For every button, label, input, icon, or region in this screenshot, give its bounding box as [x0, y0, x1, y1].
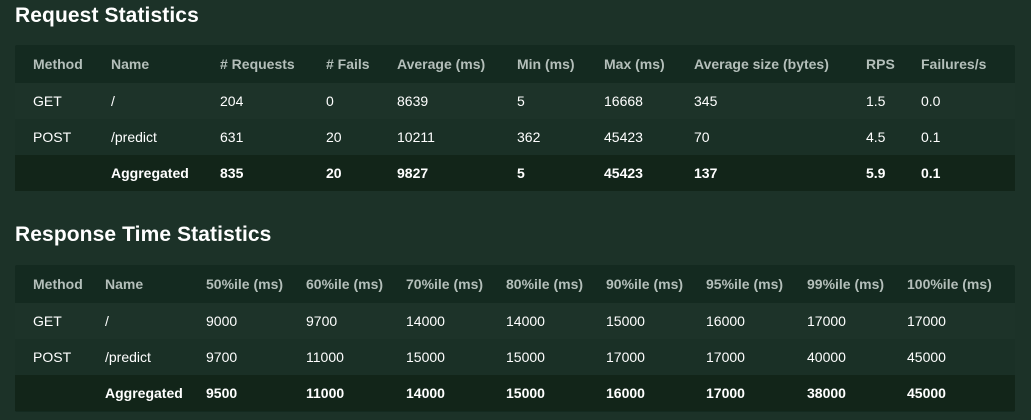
cell-p95: 17000 — [706, 385, 745, 401]
cell-name: Aggregated — [111, 165, 189, 181]
cell-name: /predict — [111, 129, 157, 145]
cell-failures-per-second: 0.1 — [921, 165, 941, 181]
table-row: GET / 204 0 8639 5 16668 345 1.5 0.0 — [15, 83, 1015, 119]
table-row: POST /predict 631 20 10211 362 45423 70 … — [15, 119, 1015, 155]
column-header-average-size[interactable]: Average size (bytes) — [694, 56, 829, 72]
request-statistics-table: Method Name # Requests # Fails Average (… — [15, 45, 1015, 191]
cell-name: / — [111, 93, 115, 109]
aggregated-row: Aggregated 9500 11000 14000 15000 16000 … — [15, 375, 1015, 411]
cell-rps: 5.9 — [866, 165, 886, 181]
column-header-fails[interactable]: # Fails — [326, 56, 370, 72]
cell-fails: 20 — [326, 165, 342, 181]
cell-method — [15, 375, 105, 411]
cell-method — [15, 155, 111, 191]
cell-p50: 9500 — [206, 385, 238, 401]
cell-name: /predict — [105, 349, 151, 365]
cell-p70: 14000 — [406, 313, 445, 329]
column-header-p100[interactable]: 100%ile (ms) — [907, 276, 992, 292]
cell-fails: 20 — [326, 129, 342, 145]
cell-method: POST — [33, 349, 72, 365]
column-header-max[interactable]: Max (ms) — [604, 56, 665, 72]
cell-failures-per-second: 0.1 — [921, 129, 941, 145]
cell-max: 45423 — [604, 129, 643, 145]
cell-method: GET — [33, 313, 62, 329]
cell-p80: 15000 — [506, 349, 545, 365]
cell-p90: 15000 — [606, 313, 645, 329]
column-header-name[interactable]: Name — [105, 276, 144, 292]
table-row: POST /predict 9700 11000 15000 15000 170… — [15, 339, 1015, 375]
response-time-statistics-table-container: Method Name 50%ile (ms) 60%ile (ms) 70%i… — [15, 265, 1015, 412]
cell-requests: 631 — [220, 129, 244, 145]
cell-fails: 0 — [326, 93, 334, 109]
cell-method: POST — [33, 129, 72, 145]
header-row: Method Name 50%ile (ms) 60%ile (ms) 70%i… — [15, 265, 1015, 303]
cell-min: 362 — [517, 129, 541, 145]
cell-p60: 9700 — [306, 313, 338, 329]
column-header-p95[interactable]: 95%ile (ms) — [706, 276, 784, 292]
cell-min: 5 — [517, 93, 525, 109]
column-header-rps[interactable]: RPS — [866, 56, 895, 72]
cell-average: 9827 — [397, 165, 429, 181]
cell-max: 16668 — [604, 93, 643, 109]
cell-p99: 38000 — [807, 385, 846, 401]
cell-p100: 17000 — [907, 313, 946, 329]
cell-rps: 1.5 — [866, 93, 886, 109]
cell-average: 8639 — [397, 93, 429, 109]
cell-p70: 14000 — [406, 385, 445, 401]
cell-p80: 15000 — [506, 385, 545, 401]
cell-p60: 11000 — [306, 349, 344, 365]
cell-failures-per-second: 0.0 — [921, 93, 941, 109]
cell-rps: 4.5 — [866, 129, 886, 145]
column-header-p70[interactable]: 70%ile (ms) — [406, 276, 484, 292]
cell-p70: 15000 — [406, 349, 445, 365]
aggregated-row: Aggregated 835 20 9827 5 45423 137 5.9 0… — [15, 155, 1015, 191]
column-header-p60[interactable]: 60%ile (ms) — [306, 276, 384, 292]
column-header-p90[interactable]: 90%ile (ms) — [606, 276, 684, 292]
cell-p90: 17000 — [606, 349, 645, 365]
cell-average-size: 137 — [694, 165, 718, 181]
column-header-average[interactable]: Average (ms) — [397, 56, 486, 72]
cell-average: 10211 — [397, 129, 435, 145]
cell-p80: 14000 — [506, 313, 545, 329]
column-header-requests[interactable]: # Requests — [220, 56, 295, 72]
cell-name: / — [105, 313, 109, 329]
cell-method: GET — [33, 93, 62, 109]
column-header-min[interactable]: Min (ms) — [517, 56, 575, 72]
cell-average-size: 70 — [694, 129, 710, 145]
cell-p95: 16000 — [706, 313, 745, 329]
column-header-method[interactable]: Method — [33, 56, 83, 72]
response-time-statistics-table: Method Name 50%ile (ms) 60%ile (ms) 70%i… — [15, 265, 1015, 411]
cell-p50: 9700 — [206, 349, 238, 365]
cell-p90: 16000 — [606, 385, 645, 401]
column-header-name[interactable]: Name — [111, 56, 150, 72]
table-row: GET / 9000 9700 14000 14000 15000 16000 … — [15, 303, 1015, 339]
cell-requests: 835 — [220, 165, 244, 181]
cell-p100: 45000 — [907, 385, 946, 401]
header-row: Method Name # Requests # Fails Average (… — [15, 45, 1015, 83]
cell-p99: 40000 — [807, 349, 846, 365]
column-header-p99[interactable]: 99%ile (ms) — [807, 276, 885, 292]
request-statistics-table-container: Method Name # Requests # Fails Average (… — [15, 45, 1015, 191]
response-time-statistics-title: Response Time Statistics — [15, 223, 272, 246]
column-header-p50[interactable]: 50%ile (ms) — [206, 276, 284, 292]
cell-min: 5 — [517, 165, 525, 181]
cell-p50: 9000 — [206, 313, 238, 329]
request-statistics-title: Request Statistics — [15, 4, 199, 27]
cell-average-size: 345 — [694, 93, 718, 109]
cell-p95: 17000 — [706, 349, 745, 365]
cell-max: 45423 — [604, 165, 643, 181]
column-header-failures-per-second[interactable]: Failures/s — [921, 56, 987, 72]
cell-p100: 45000 — [907, 349, 946, 365]
cell-p60: 11000 — [306, 385, 345, 401]
column-header-p80[interactable]: 80%ile (ms) — [506, 276, 584, 292]
column-header-method[interactable]: Method — [33, 276, 83, 292]
cell-name: Aggregated — [105, 385, 183, 401]
cell-p99: 17000 — [807, 313, 846, 329]
cell-requests: 204 — [220, 93, 244, 109]
